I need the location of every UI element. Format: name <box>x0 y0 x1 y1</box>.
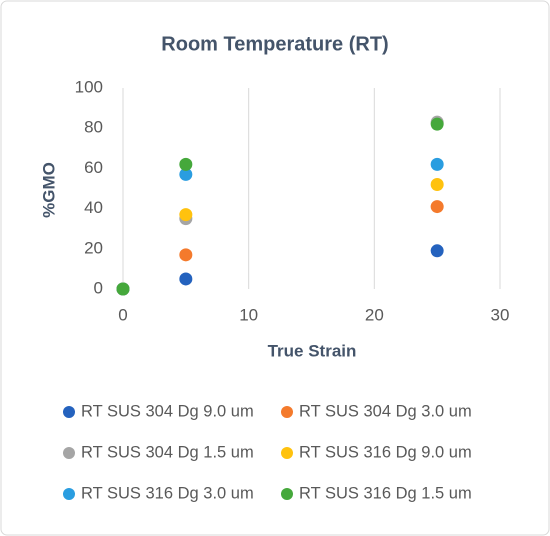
point <box>179 208 193 222</box>
point <box>430 244 444 258</box>
y-tick-label: 40 <box>84 198 103 217</box>
point <box>430 157 444 171</box>
x-tick-label: 20 <box>365 305 384 324</box>
y-tick-label: 100 <box>75 77 103 96</box>
point <box>430 200 444 214</box>
x-tick-label: 0 <box>118 305 127 324</box>
legend-marker <box>281 488 293 500</box>
y-tick-label: 80 <box>84 118 103 137</box>
legend-label: RT SUS 316 Dg 9.0 um <box>299 443 472 461</box>
legend-label: RT SUS 304 Dg 1.5 um <box>81 443 254 461</box>
point <box>430 177 444 191</box>
point <box>116 282 130 296</box>
point <box>179 272 193 286</box>
y-tick-label: 0 <box>94 278 103 297</box>
legend-marker <box>281 447 293 459</box>
legend-marker <box>63 488 75 500</box>
x-tick-label: 30 <box>491 305 510 324</box>
legend-marker <box>281 406 293 418</box>
y-tick-label: 20 <box>84 238 103 257</box>
x-axis-title: True Strain <box>268 341 357 360</box>
point <box>430 117 444 131</box>
legend-marker <box>63 447 75 459</box>
x-tick-label: 10 <box>239 305 258 324</box>
point <box>179 248 193 262</box>
chart-title: Room Temperature (RT) <box>161 33 388 55</box>
point <box>179 157 193 171</box>
legend-label: RT SUS 316 Dg 3.0 um <box>81 484 254 502</box>
legend-marker <box>63 406 75 418</box>
y-tick-label: 60 <box>84 158 103 177</box>
legend-label: RT SUS 304 Dg 3.0 um <box>299 402 472 420</box>
legend-label: RT SUS 304 Dg 9.0 um <box>81 402 254 420</box>
legend-label: RT SUS 316 Dg 1.5 um <box>299 484 472 502</box>
point <box>179 167 193 181</box>
y-axis-title: %GMO <box>39 162 58 218</box>
